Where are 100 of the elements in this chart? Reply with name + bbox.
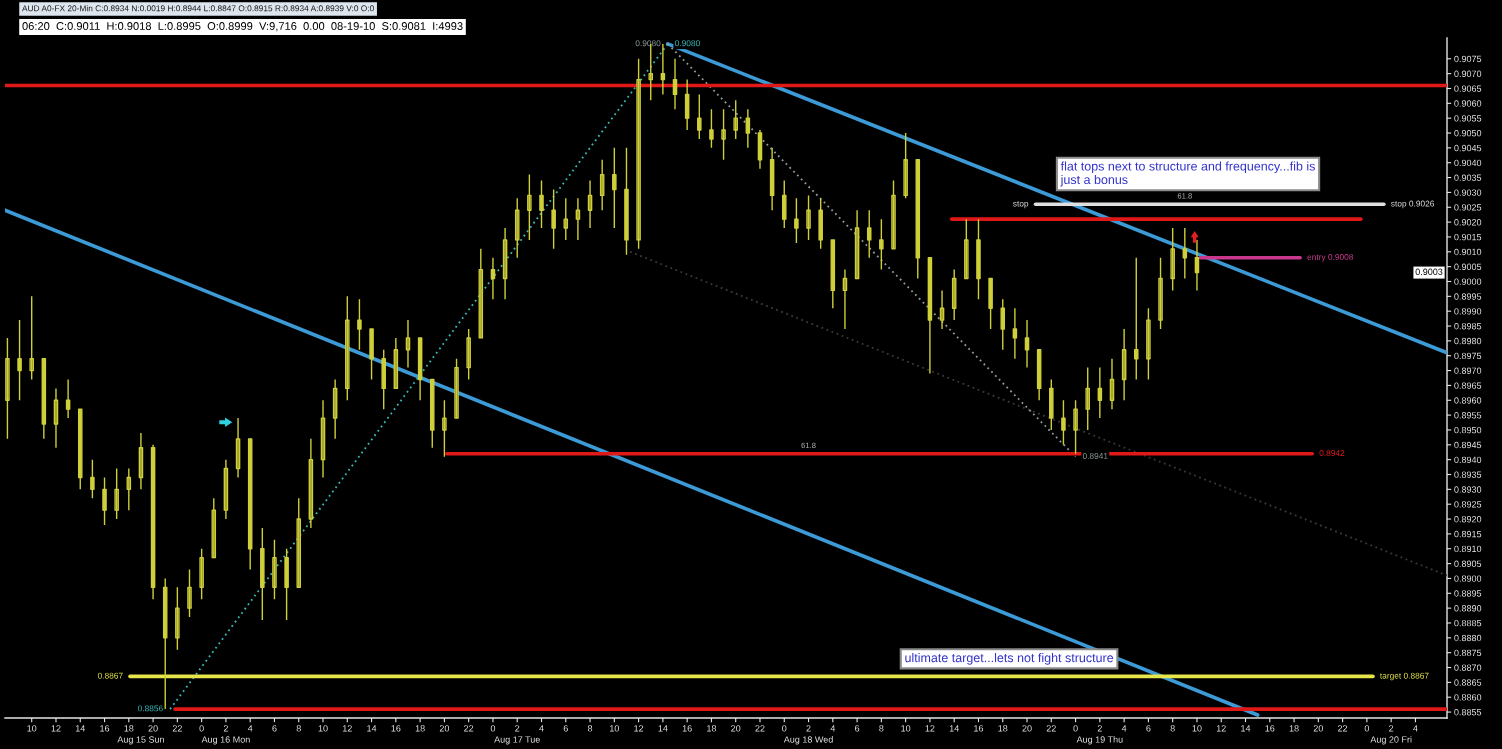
candlestick [332,378,338,440]
x2-tick-label: Aug 16 Mon [201,736,250,745]
x-tick-label: 20 [1313,725,1323,732]
candlestick [927,257,933,375]
candlestick [551,188,556,250]
x-tick-label: 10 [318,725,328,732]
x-tick-label: 12 [342,725,352,732]
candlestick [1012,307,1018,360]
x-tick-label: 10 [1192,725,1202,732]
x-tick-label: 12 [925,725,935,732]
y-tick-label: 0.9035 [1454,174,1482,181]
x-tick-label: 10 [901,725,911,732]
x-tick-label: 0 [1073,725,1078,732]
x-tick-label: 10 [610,725,619,732]
x-tick-label: 10 [27,725,37,732]
y-tick-label: 0.8965 [1454,382,1482,389]
candlestick [272,539,277,600]
y-tick-label: 0.9030 [1454,189,1482,196]
y-tick-label: 0.9010 [1454,248,1482,256]
y-tick-label: 0.8920 [1454,516,1482,523]
data-label: 0.8867 [97,672,123,679]
y-tick-label: 0.8900 [1454,575,1482,582]
x-tick-label: 14 [367,725,377,732]
x-tick-label: 22 [1046,725,1056,732]
candlestick [636,58,641,250]
y-tick-label: 0.8975 [1454,352,1482,360]
candlestick [842,268,848,330]
candlestick [903,132,908,200]
data-label: 0.8856 [137,705,163,712]
candlestick [539,179,544,229]
candlestick [65,378,71,419]
candlestick [794,197,799,244]
data-label: 0.9080 [635,40,661,47]
y-tick-label: 0.8945 [1454,441,1482,449]
y-tick-label: 0.8860 [1454,694,1482,701]
annotation: 0.9003 [1415,268,1443,276]
y-tick-label: 0.9005 [1454,263,1482,271]
y-tick-label: 0.8915 [1454,530,1482,538]
x-tick-label: 16 [1265,725,1275,732]
candlestick [187,568,192,618]
candlestick [429,378,435,449]
x-tick-label: 2 [1097,725,1102,732]
x-tick-label: 4 [247,725,253,732]
candlestick [284,548,289,621]
x-tick-label: 8 [1170,725,1175,732]
x-tick-label: 12 [1216,725,1226,732]
x-tick-label: 18 [415,725,425,732]
y-tick-label: 0.8970 [1454,367,1482,374]
x-tick-label: 20 [1022,725,1032,732]
x2-tick-label: Aug 19 Thu [1076,736,1123,745]
x-tick-label: 22 [172,725,182,732]
x-tick-label: 20 [148,725,158,732]
candlestick [296,497,302,589]
x-tick-label: 14 [658,725,668,732]
candlestick [697,93,702,140]
y-tick-label: 0.9060 [1454,100,1482,107]
candlestick [345,295,350,401]
x-tick-label: 2 [806,725,811,732]
candlestick [976,218,981,301]
candlestick [527,173,532,241]
candlestick [964,218,969,280]
x-tick-label: 22 [755,725,765,732]
candlestick [138,432,144,491]
candlestick [1121,328,1127,401]
x-tick-label: 12 [51,725,61,732]
y-tick-label: 0.8855 [1454,709,1482,716]
x-tick-label: 6 [563,725,568,732]
y-tick-label: 0.8870 [1454,664,1482,671]
x-tick-label: 4 [1413,725,1418,732]
x-tick-label: 8 [296,725,301,732]
candlestick [733,99,738,140]
data-label: 0.8941 [1082,453,1108,459]
x-tick-label: 14 [75,725,86,732]
candlestick [624,147,629,256]
y-tick-label: 0.8950 [1454,426,1482,434]
y-tick-label: 0.8940 [1454,456,1482,464]
candlestick [672,58,678,110]
y-tick-label: 0.8935 [1454,471,1482,478]
candlestick [1073,399,1078,455]
candlestick [357,298,362,351]
candlestick [1000,298,1006,351]
candlestick [745,108,751,149]
y-tick-label: 0.8930 [1454,486,1482,493]
candlestick [660,43,666,96]
y-tick-label: 0.8885 [1454,619,1482,627]
chart-title: AUD A0-FX 20-Min C:0.8934 N:0.0019 H:0.8944 L:0.8847 O:0.8915 R:0.8934 A:0.8939 V:0 O:0 [22,5,374,12]
candlestick [1024,319,1030,369]
candlestick [90,458,95,499]
candlestick [721,108,726,161]
y-tick-label: 0.8890 [1454,605,1482,612]
candlestick [126,467,132,511]
y-tick-label: 0.8955 [1454,412,1482,419]
candlestick [53,387,59,449]
data-label: 0.8942 [1319,450,1345,456]
x-tick-label: 18 [998,725,1008,732]
x-tick-label: 16 [100,725,110,732]
candlestick [866,209,872,259]
x-tick-label: 0 [490,725,496,732]
x-tick-label: 0 [782,725,787,732]
candlestick [260,527,265,621]
